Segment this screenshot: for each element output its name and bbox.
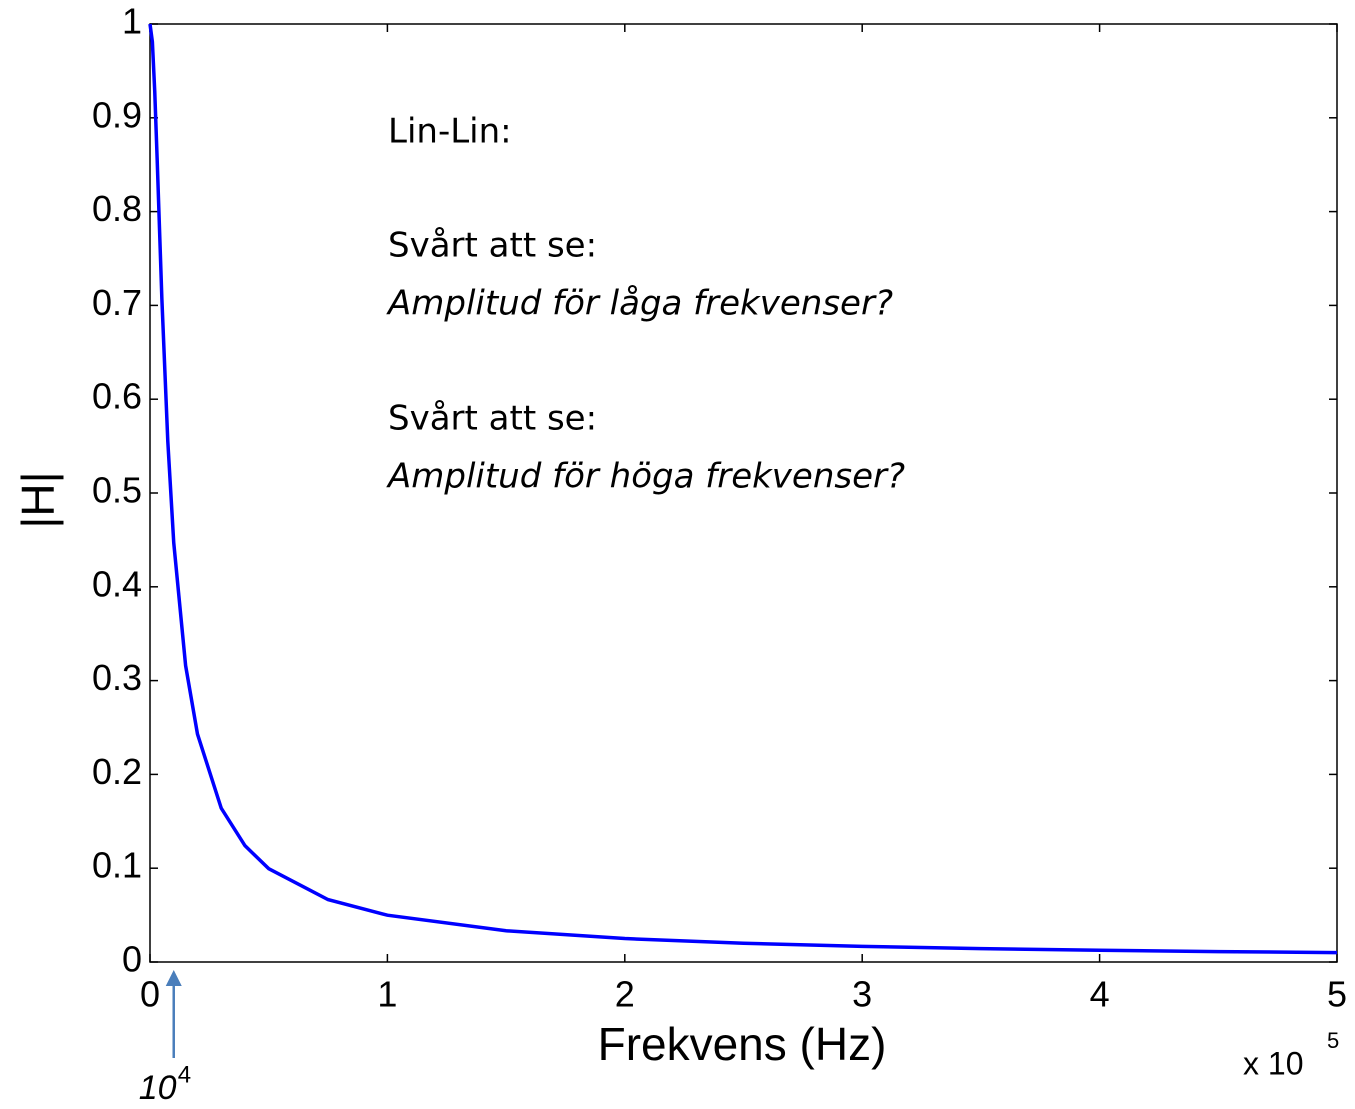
x-tick-label: 2 (615, 974, 635, 1015)
y-tick-label: 1 (122, 1, 142, 42)
x-multiplier: x 10 (1243, 1045, 1303, 1081)
y-tick-label: 0.5 (92, 470, 142, 511)
x-tick-label: 4 (1090, 974, 1110, 1015)
y-tick-label: 0.7 (92, 282, 142, 323)
y-tick-label: 0.1 (92, 845, 142, 886)
x-tick-label: 0 (140, 974, 160, 1015)
marker-label: 10 (139, 1069, 177, 1107)
annotation: Amplitud för höga frekvenser? (386, 457, 905, 497)
y-tick-label: 0.4 (92, 563, 142, 604)
y-tick-label: 0.2 (92, 751, 142, 792)
line (148, 23, 1338, 955)
marker-arrowhead (165, 970, 182, 986)
x-multiplier-exponent: 5 (1327, 1028, 1339, 1053)
x-tick-label: 1 (377, 974, 397, 1015)
annotation: Lin-Lin: (388, 112, 512, 152)
x-axis-label: Frekvens (Hz) (598, 1018, 887, 1070)
x-tick-label: 3 (852, 974, 872, 1015)
annotation: Svårt att se: (388, 226, 597, 266)
y-axis-label: |H| (12, 471, 64, 528)
annotation: Svårt att se: (388, 399, 597, 439)
y-tick-label: 0.3 (92, 657, 142, 698)
y-tick-label: 0.8 (92, 188, 142, 229)
marker-exponent: 4 (178, 1061, 191, 1088)
annotation: Amplitud för låga frekvenser? (386, 284, 893, 324)
y-tick-label: 0.6 (92, 376, 142, 417)
y-tick-label: 0.9 (92, 94, 142, 135)
y-tick-label: 0 (122, 939, 142, 980)
x-tick-label: 5 (1327, 974, 1347, 1015)
